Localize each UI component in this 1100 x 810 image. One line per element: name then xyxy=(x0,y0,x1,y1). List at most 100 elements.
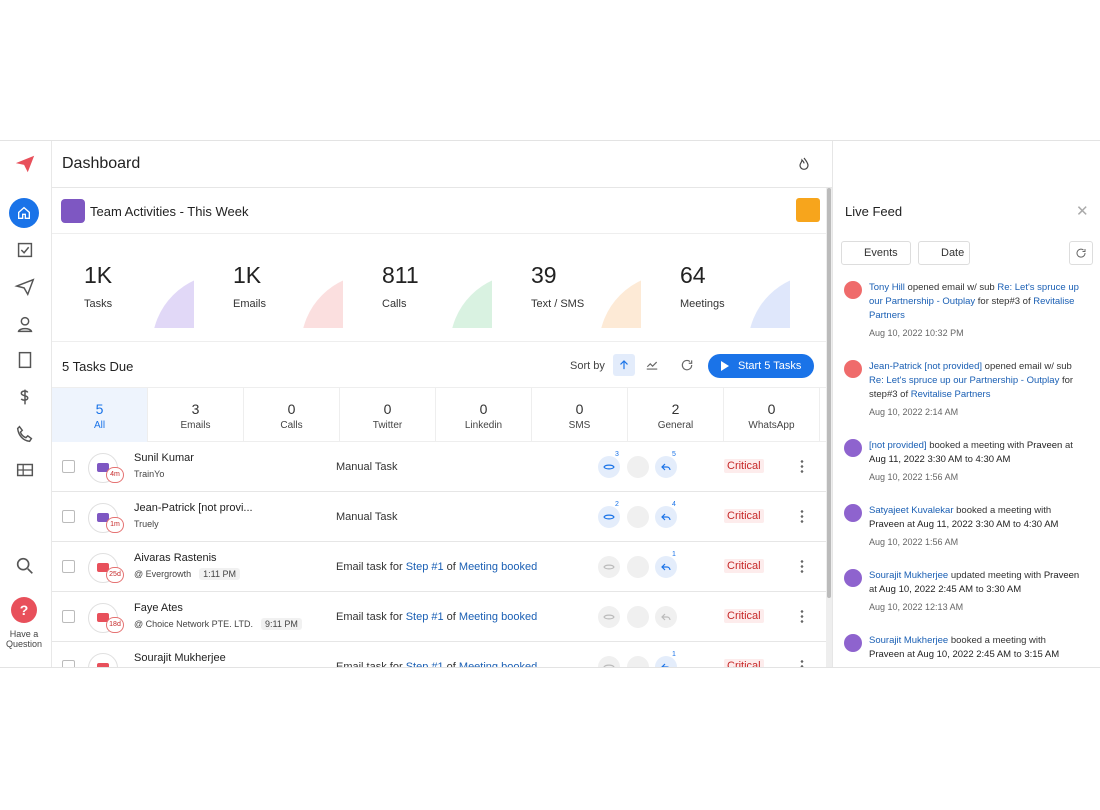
local-time: 1:11 PM xyxy=(199,568,241,580)
checkbox[interactable] xyxy=(62,660,75,667)
type-glyph xyxy=(97,463,109,472)
tab[interactable]: 0 Linkedin xyxy=(436,388,532,442)
stat-value: 811 xyxy=(382,262,419,288)
fire-icon[interactable] xyxy=(796,156,812,172)
type-glyph xyxy=(97,663,109,667)
tasks-nav[interactable] xyxy=(14,239,36,261)
row-menu[interactable] xyxy=(800,509,804,523)
feed-link[interactable]: Re: Let's spruce up our Partnership - Ou… xyxy=(869,282,1079,307)
refresh-button[interactable] xyxy=(680,358,694,372)
row-menu[interactable] xyxy=(800,459,804,473)
row-menu[interactable] xyxy=(800,609,804,623)
team-header: Team Activities - This Week xyxy=(52,188,826,234)
contact-name[interactable]: Sourajit Mukherjee xyxy=(134,652,226,664)
task-link[interactable]: Meeting booked xyxy=(458,611,538,623)
contact-name[interactable]: Faye Ates xyxy=(134,602,183,614)
replies: 1 xyxy=(655,651,677,667)
feed-plain: booked a meeting with xyxy=(926,440,1027,451)
feed-link[interactable]: Satyajeet Kuvalekar xyxy=(869,505,954,516)
live-feed: Live Feed ✕ Events Date Tony Hill opened … xyxy=(832,141,1100,667)
feed-icon xyxy=(844,504,862,522)
feed-plain: for step#3 of xyxy=(975,296,1034,307)
contact-name[interactable]: Jean-Patrick [not provi... xyxy=(134,502,253,514)
row-menu[interactable] xyxy=(800,559,804,573)
stat-shape xyxy=(450,274,492,328)
task-link[interactable]: Meeting booked xyxy=(458,561,538,573)
contact-name[interactable]: Aivaras Rastenis xyxy=(134,552,217,564)
task-link[interactable]: Step #1 xyxy=(405,661,444,668)
tab[interactable]: 0 WhatsApp xyxy=(724,388,820,442)
accounts-nav[interactable] xyxy=(14,349,36,371)
feed-refresh[interactable] xyxy=(1069,241,1093,265)
feed-link[interactable]: Sourajit Mukherjee xyxy=(869,570,949,581)
tab[interactable]: 3 Emails xyxy=(148,388,244,442)
feed-link[interactable]: Jean-Patrick [not provided] xyxy=(869,361,983,372)
rss-button[interactable] xyxy=(796,198,820,222)
feed-time: Aug 10, 2022 1:56 AM xyxy=(869,472,959,482)
action-icon xyxy=(661,563,671,571)
tab-count: 0 xyxy=(287,401,296,417)
contacts-nav[interactable] xyxy=(14,313,36,335)
feed-bold: Aug 10, 2022 2:45 AM xyxy=(917,649,1012,660)
row-menu[interactable] xyxy=(800,659,804,667)
feed-link[interactable]: Revitalise Partners xyxy=(869,296,1075,321)
stat-shape xyxy=(748,274,790,328)
search-nav[interactable] xyxy=(14,555,36,577)
sequences-nav[interactable] xyxy=(14,276,36,298)
feed-link[interactable]: Sourajit Mukherjee xyxy=(869,635,949,646)
app: ? Have a Question Dashboard PR Team Acti… xyxy=(0,140,1100,668)
feed-text: Sourajit Mukherjee updated meeting with … xyxy=(869,569,1081,597)
feed-icon xyxy=(844,360,862,378)
filter-button[interactable]: Date xyxy=(918,241,970,265)
task-row: 4m Sunil Kumar TrainYo Manual Task 3 5 Critica… xyxy=(52,442,826,492)
calls-nav[interactable] xyxy=(14,423,36,445)
company-name: @ Choice Network PTE. LTD. xyxy=(134,619,253,629)
clicks xyxy=(627,556,649,578)
feed-time: Aug 10, 2022 1:56 AM xyxy=(869,537,959,547)
feed-link[interactable]: Re: Let's spruce up our Partnership - Ou… xyxy=(869,375,1060,386)
filter-button[interactable]: Events xyxy=(841,241,911,265)
tab[interactable]: 0 Twitter xyxy=(340,388,436,442)
company: @ Choice Network PTE. LTD. 9:11 PM xyxy=(134,618,302,630)
sort-button[interactable] xyxy=(613,354,635,376)
home-button[interactable] xyxy=(9,198,39,228)
feed-link[interactable]: Revitalise Partners xyxy=(910,389,991,400)
checkbox[interactable] xyxy=(62,510,75,523)
start-button[interactable]: Start 5 Tasks xyxy=(708,354,814,378)
tab-count: 5 xyxy=(95,401,104,417)
feed-plain: to xyxy=(1011,649,1025,660)
feed-time: Aug 10, 2022 2:14 AM xyxy=(869,407,959,417)
tasks-title: 5 Tasks Due xyxy=(62,359,134,374)
scroll-thumb xyxy=(827,188,831,598)
deals-nav[interactable] xyxy=(14,386,36,408)
checkbox[interactable] xyxy=(62,610,75,623)
task-link[interactable]: Step #1 xyxy=(405,561,444,573)
reports-nav[interactable] xyxy=(14,459,36,481)
main-panel: Team Activities - This Week 1K Tasks 1K Ema… xyxy=(52,188,832,668)
tab-label: Linkedin xyxy=(464,420,503,431)
tab[interactable]: 5 All xyxy=(52,388,148,442)
task-link[interactable]: Step #1 xyxy=(405,611,444,623)
contact-name[interactable]: Sunil Kumar xyxy=(134,452,194,464)
task-link[interactable]: Meeting booked xyxy=(458,661,538,668)
feed-link[interactable]: [not provided] xyxy=(869,440,927,451)
feed-link[interactable]: Tony Hill xyxy=(869,282,905,293)
company: TrainYo xyxy=(134,469,164,479)
start-label: Start 5 Tasks xyxy=(738,360,802,372)
action-icon xyxy=(661,663,669,667)
feed-plain: to xyxy=(1010,519,1024,530)
stat-shape xyxy=(599,274,641,328)
help-icon[interactable]: ? xyxy=(11,597,37,623)
chart-button[interactable] xyxy=(645,358,659,372)
feed-text: [not provided] booked a meeting with Pra… xyxy=(869,439,1081,467)
feed-plain: at xyxy=(1062,440,1073,451)
feed-icon xyxy=(844,569,862,587)
checkbox[interactable] xyxy=(62,460,75,473)
feed-plain: opened email w/ sub xyxy=(904,282,998,293)
tab[interactable]: 0 SMS xyxy=(532,388,628,442)
checkbox[interactable] xyxy=(62,560,75,573)
close-button[interactable]: ✕ xyxy=(1076,203,1089,220)
tab[interactable]: 2 General xyxy=(628,388,724,442)
tab[interactable]: 0 Calls xyxy=(244,388,340,442)
stat-label: Text / SMS xyxy=(531,298,585,310)
